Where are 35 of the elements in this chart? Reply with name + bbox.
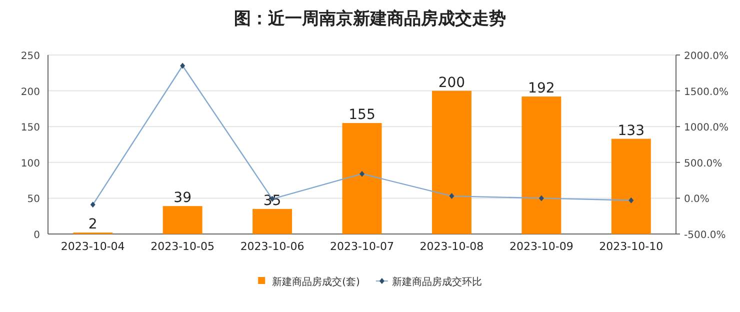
chart-title: 图：近一周南京新建商品房成交走势 — [234, 9, 506, 29]
x-tick-label: 2023-10-06 — [240, 240, 304, 253]
y2-tick-label: 1000.0% — [684, 122, 728, 134]
y2-tick-label: -500.0% — [684, 230, 726, 241]
y-tick-label: 200 — [20, 86, 40, 98]
y2-tick-label: 1500.0% — [684, 86, 728, 98]
bar — [611, 138, 651, 234]
x-tick-label: 2023-10-08 — [420, 240, 484, 253]
data-label: 200 — [438, 74, 466, 91]
y-tick-label: 50 — [27, 194, 40, 206]
data-label: 35 — [263, 192, 282, 209]
legend-label: 新建商品房成交环比 — [392, 276, 482, 288]
x-tick-label: 2023-10-10 — [599, 240, 664, 253]
y-tick-label: 0 — [34, 230, 40, 241]
y-tick-label: 100 — [20, 158, 40, 170]
bar — [342, 123, 382, 234]
data-label: 155 — [348, 107, 376, 124]
y-tick-label: 250 — [20, 51, 40, 62]
x-tick-label: 2023-10-09 — [509, 240, 574, 253]
y2-tick-label: 0.0% — [684, 194, 710, 206]
data-label: 2 — [88, 216, 98, 233]
bar — [162, 206, 202, 234]
bar — [522, 96, 562, 234]
x-tick-label: 2023-10-04 — [60, 240, 125, 253]
x-tick-label: 2023-10-05 — [150, 240, 215, 253]
y-tick-label: 150 — [20, 122, 40, 134]
x-tick-label: 2023-10-07 — [330, 240, 394, 253]
y2-tick-label: 500.0% — [684, 158, 722, 170]
bar — [252, 208, 292, 234]
data-label: 39 — [174, 190, 192, 206]
y2-tick-label: 2000.0% — [684, 51, 728, 62]
data-label: 133 — [618, 122, 645, 139]
legend-label: 新建商品房成交(套) — [272, 276, 360, 288]
bar — [432, 90, 472, 234]
data-label: 192 — [528, 80, 555, 97]
